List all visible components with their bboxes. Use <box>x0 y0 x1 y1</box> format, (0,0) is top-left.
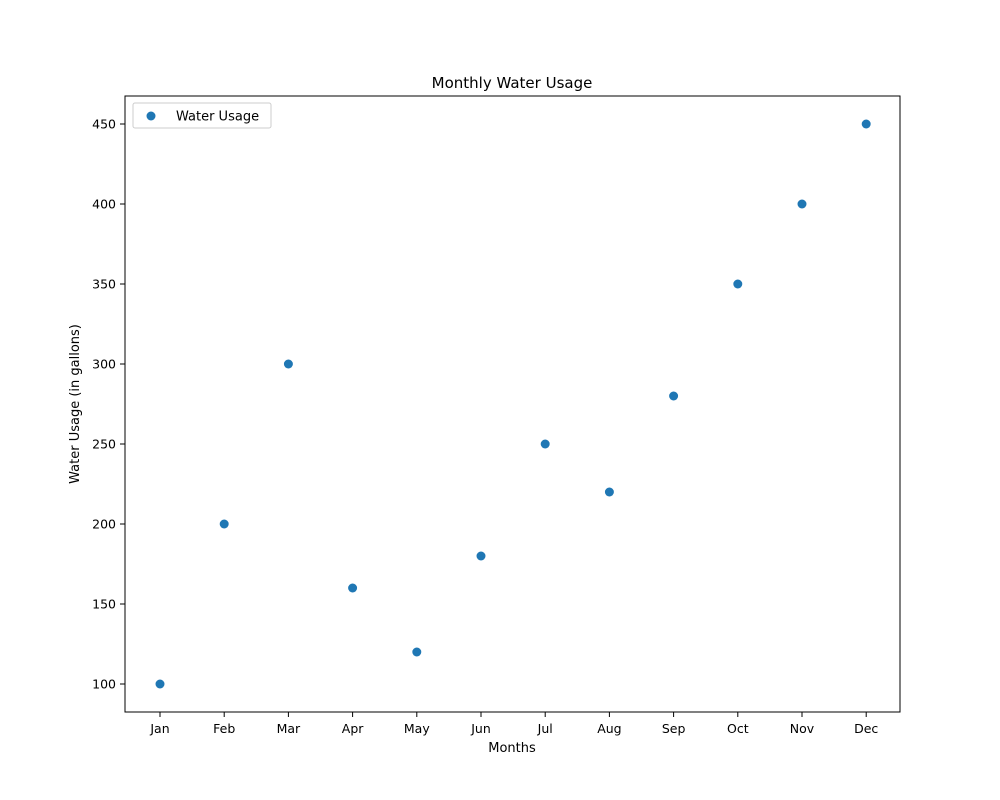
x-tick-label: May <box>404 721 430 736</box>
data-point <box>283 359 293 369</box>
data-point <box>733 279 743 289</box>
data-point <box>412 647 422 657</box>
plot-area: Jan Feb Mar Apr May Jun Jul Aug Sep Oct Nov Dec 100 1… <box>92 95 901 736</box>
x-tick-label: Apr <box>342 721 364 736</box>
y-tick-label: 250 <box>92 437 116 452</box>
plot-frame <box>124 95 901 713</box>
legend-marker <box>146 111 156 121</box>
y-tick-label: 100 <box>92 677 116 692</box>
chart-title: Monthly Water Usage <box>432 74 593 92</box>
data-point <box>797 199 807 209</box>
x-tick-label: Aug <box>597 721 621 736</box>
x-tick-label: Jul <box>537 721 553 736</box>
x-tick-label: Dec <box>854 721 878 736</box>
legend-box <box>132 102 272 129</box>
y-tick-label: 350 <box>92 277 116 292</box>
y-tick-label: 200 <box>92 517 116 532</box>
y-tick-label: 300 <box>92 357 116 372</box>
data-point <box>861 119 871 129</box>
x-tick-label: Sep <box>662 721 686 736</box>
x-tick-label: Mar <box>277 721 301 736</box>
x-tick-label: Jan <box>149 721 169 736</box>
data-point <box>219 519 229 529</box>
data-point <box>669 391 679 401</box>
y-tick-label: 450 <box>92 117 116 132</box>
x-tick-label: Oct <box>727 721 749 736</box>
data-point <box>348 583 358 593</box>
x-tick-label: Feb <box>213 721 235 736</box>
legend: Water Usage <box>132 102 272 129</box>
data-point <box>476 551 486 561</box>
legend-label: Water Usage <box>176 110 259 125</box>
y-tick-label: 400 <box>92 197 116 212</box>
data-point <box>604 487 614 497</box>
y-axis-label: Water Usage (in gallons) <box>68 324 83 484</box>
data-point <box>540 439 550 449</box>
y-tick-label: 150 <box>92 597 116 612</box>
data-point <box>155 679 165 689</box>
x-tick-label: Jun <box>470 721 491 736</box>
x-axis-label: Months <box>488 741 536 756</box>
x-tick-label: Nov <box>790 721 815 736</box>
